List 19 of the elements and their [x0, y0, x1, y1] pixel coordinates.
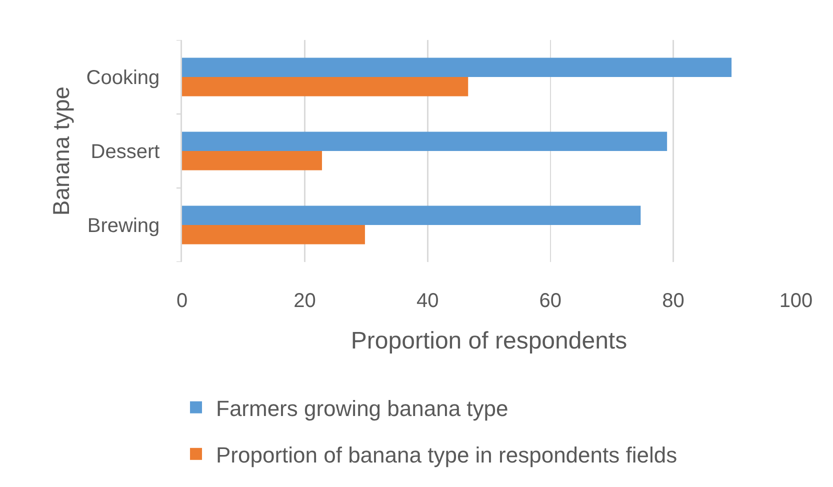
x-tick-label: 40 [416, 290, 439, 312]
x-tick-label: 80 [662, 290, 684, 312]
bar [182, 151, 322, 170]
legend-label: Farmers growing banana type [216, 396, 508, 421]
x-tick-label: 60 [539, 290, 562, 312]
bar [182, 225, 365, 244]
x-tick-label: 0 [176, 290, 188, 312]
x-tick-label: 100 [779, 290, 813, 312]
y-tick-label: Dessert [90, 141, 160, 163]
legend-label: Proportion of banana type in respondents fields [216, 442, 678, 468]
bar [182, 206, 641, 225]
bar [182, 58, 732, 77]
y-axis-title: Banana type [48, 86, 74, 216]
y-tick-label: Brewing [87, 215, 160, 237]
y-tick-label: Cooking [86, 67, 160, 89]
x-tick-label: 20 [294, 290, 316, 312]
bar [182, 77, 468, 96]
x-axis-title: Proportion of respondents [350, 327, 628, 354]
bar [182, 132, 668, 151]
